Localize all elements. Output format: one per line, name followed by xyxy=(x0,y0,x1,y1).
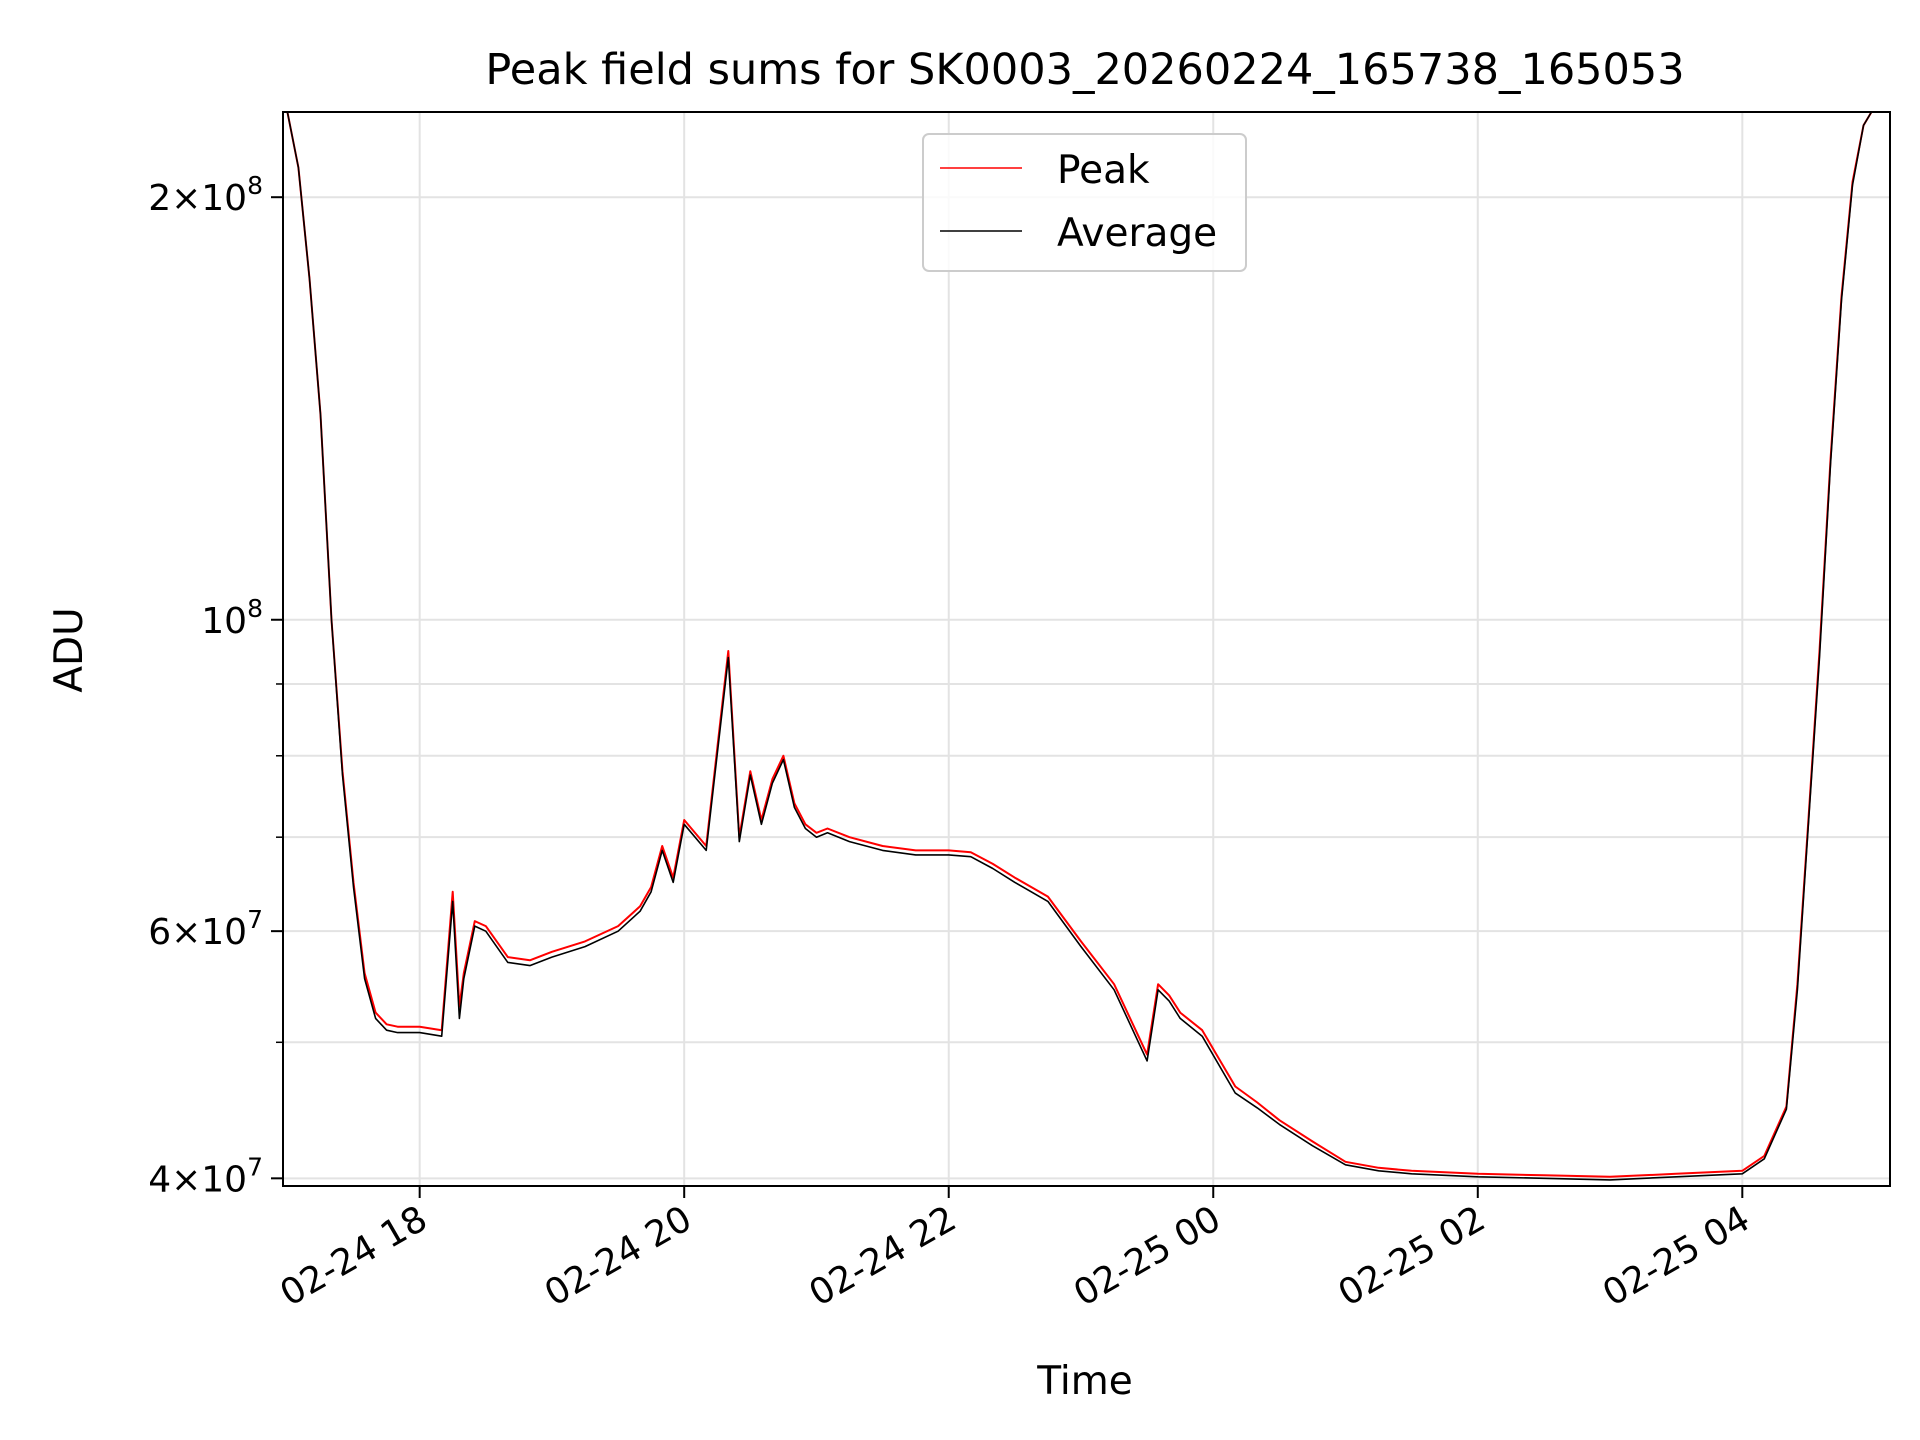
y-axis-label: ADU xyxy=(47,607,92,692)
chart-title: Peak field sums for SK0003_20260224_1657… xyxy=(485,45,1684,95)
legend-label-peak: Peak xyxy=(1057,148,1150,193)
series-line-average xyxy=(286,112,1873,1181)
legend: Peak Average xyxy=(922,133,1247,272)
y-tick-label: 2×108 xyxy=(148,171,263,219)
x-axis-label: Time xyxy=(1036,1359,1132,1404)
plot-area-frame xyxy=(282,111,1891,1187)
plot-lines xyxy=(286,112,1873,1181)
y-tick-label: 6×107 xyxy=(148,905,263,953)
y-tick-label: 4×107 xyxy=(148,1152,263,1200)
legend-label-average: Average xyxy=(1057,211,1217,256)
